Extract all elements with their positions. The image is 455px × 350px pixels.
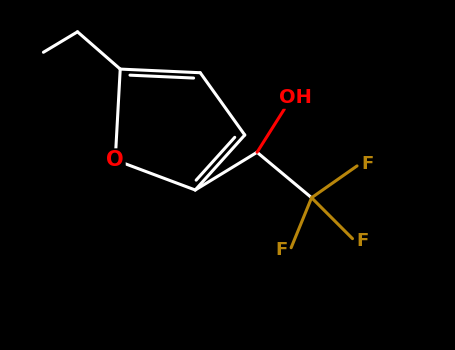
Text: OH: OH: [279, 88, 312, 107]
Text: F: F: [275, 241, 287, 259]
Text: F: F: [361, 155, 373, 173]
Text: O: O: [106, 150, 124, 170]
Text: F: F: [356, 232, 369, 250]
